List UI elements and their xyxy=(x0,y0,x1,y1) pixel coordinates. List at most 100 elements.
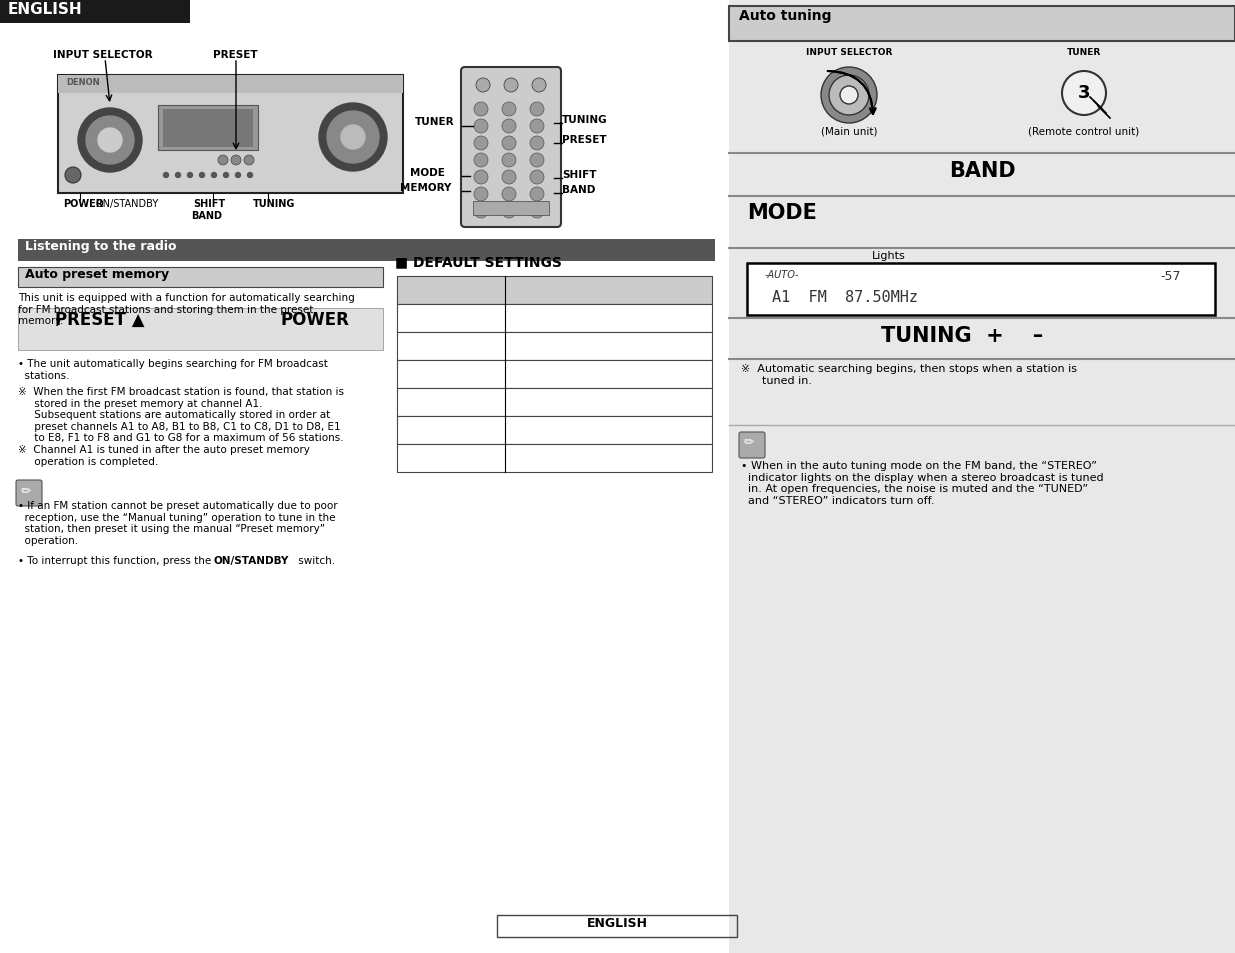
Circle shape xyxy=(532,79,546,92)
Circle shape xyxy=(236,173,241,178)
Bar xyxy=(473,202,550,215)
Bar xyxy=(58,76,403,94)
Text: MEMORY: MEMORY xyxy=(400,183,451,193)
Text: A1  FM  87.50MHz: A1 FM 87.50MHz xyxy=(772,290,918,305)
Circle shape xyxy=(319,104,387,172)
Bar xyxy=(0,0,190,24)
Text: PRESET: PRESET xyxy=(212,50,258,60)
Text: ✏: ✏ xyxy=(743,436,755,449)
Circle shape xyxy=(530,205,543,219)
Circle shape xyxy=(224,173,228,178)
Bar xyxy=(396,416,713,444)
Text: switch.: switch. xyxy=(295,556,335,565)
Bar xyxy=(496,915,737,937)
Text: ENGLISH: ENGLISH xyxy=(7,2,83,17)
Text: PRESET: PRESET xyxy=(562,135,606,145)
Bar xyxy=(729,44,1235,153)
Circle shape xyxy=(475,79,490,92)
Circle shape xyxy=(474,103,488,117)
Bar xyxy=(19,309,383,351)
Circle shape xyxy=(175,173,180,178)
Circle shape xyxy=(231,156,241,166)
Text: -57: -57 xyxy=(1160,270,1181,283)
Text: ■ DEFAULT SETTINGS: ■ DEFAULT SETTINGS xyxy=(395,254,562,269)
Text: POWER: POWER xyxy=(63,199,104,209)
Bar xyxy=(729,0,1235,953)
Circle shape xyxy=(474,137,488,151)
Bar xyxy=(729,196,1235,248)
Text: TUNING: TUNING xyxy=(562,115,608,125)
Circle shape xyxy=(530,188,543,202)
Text: BAND: BAND xyxy=(191,211,222,221)
Text: ※  When the first FM broadcast station is found, that station is
     stored in : ※ When the first FM broadcast station is… xyxy=(19,387,345,466)
Bar xyxy=(729,318,1235,358)
Circle shape xyxy=(501,103,516,117)
Bar xyxy=(19,268,383,288)
FancyBboxPatch shape xyxy=(16,480,42,506)
Text: • If an FM station cannot be preset automatically due to poor
  reception, use t: • If an FM station cannot be preset auto… xyxy=(19,500,337,545)
Text: (Remote control unit): (Remote control unit) xyxy=(1029,126,1140,136)
Circle shape xyxy=(65,168,82,184)
Text: Listening to the radio: Listening to the radio xyxy=(25,240,177,253)
Text: ON/STANDBY: ON/STANDBY xyxy=(96,199,159,209)
Circle shape xyxy=(474,205,488,219)
Circle shape xyxy=(474,171,488,185)
Bar xyxy=(396,305,713,333)
Circle shape xyxy=(474,120,488,133)
Text: DENON: DENON xyxy=(65,78,100,87)
Circle shape xyxy=(200,173,205,178)
Bar xyxy=(396,360,713,389)
Bar xyxy=(163,110,253,148)
Bar xyxy=(729,358,1235,423)
Circle shape xyxy=(188,173,193,178)
Circle shape xyxy=(1062,71,1107,116)
Circle shape xyxy=(504,79,517,92)
Text: ON/STANDBY: ON/STANDBY xyxy=(214,556,289,565)
Circle shape xyxy=(474,188,488,202)
Circle shape xyxy=(530,153,543,168)
Text: TUNING: TUNING xyxy=(253,199,295,209)
Text: MODE: MODE xyxy=(410,168,445,178)
Text: TUNER: TUNER xyxy=(1067,48,1102,57)
Text: PRESET ▲: PRESET ▲ xyxy=(56,311,144,329)
Text: BAND: BAND xyxy=(562,185,595,194)
Text: • The unit automatically begins searching for FM broadcast
  stations.: • The unit automatically begins searchin… xyxy=(19,358,327,380)
Text: SHIFT: SHIFT xyxy=(562,170,597,180)
Circle shape xyxy=(501,205,516,219)
Circle shape xyxy=(501,137,516,151)
Text: TUNING  +    –: TUNING + – xyxy=(881,326,1044,346)
Bar xyxy=(396,333,713,360)
Text: Lights: Lights xyxy=(872,251,906,261)
Circle shape xyxy=(86,117,135,165)
Circle shape xyxy=(501,171,516,185)
Circle shape xyxy=(530,103,543,117)
Text: MODE: MODE xyxy=(747,203,816,223)
Circle shape xyxy=(341,126,366,150)
Text: Auto preset memory: Auto preset memory xyxy=(25,268,169,281)
FancyBboxPatch shape xyxy=(739,433,764,458)
Bar xyxy=(19,240,715,262)
Circle shape xyxy=(219,156,228,166)
Circle shape xyxy=(211,173,216,178)
Circle shape xyxy=(530,120,543,133)
Circle shape xyxy=(530,137,543,151)
Circle shape xyxy=(247,173,252,178)
Text: This unit is equipped with a function for automatically searching
for FM broadca: This unit is equipped with a function fo… xyxy=(19,293,354,326)
Text: INPUT SELECTOR: INPUT SELECTOR xyxy=(805,48,892,57)
Circle shape xyxy=(829,76,869,116)
Bar xyxy=(158,106,258,151)
Text: SHIFT: SHIFT xyxy=(193,199,225,209)
Bar xyxy=(729,153,1235,195)
Text: ENGLISH: ENGLISH xyxy=(587,916,647,929)
Circle shape xyxy=(501,188,516,202)
Text: TUNER: TUNER xyxy=(415,117,454,127)
Text: Auto tuning: Auto tuning xyxy=(739,9,831,23)
Bar xyxy=(396,444,713,473)
Circle shape xyxy=(78,109,142,172)
Text: 3: 3 xyxy=(1078,84,1091,102)
Bar xyxy=(58,76,403,193)
Text: ※  Automatic searching begins, then stops when a station is
      tuned in.: ※ Automatic searching begins, then stops… xyxy=(741,364,1077,385)
Text: • To interrupt this function, press the: • To interrupt this function, press the xyxy=(19,556,215,565)
Text: • When in the auto tuning mode on the FM band, the “STEREO”
  indicator lights o: • When in the auto tuning mode on the FM… xyxy=(741,460,1104,505)
Circle shape xyxy=(245,156,254,166)
